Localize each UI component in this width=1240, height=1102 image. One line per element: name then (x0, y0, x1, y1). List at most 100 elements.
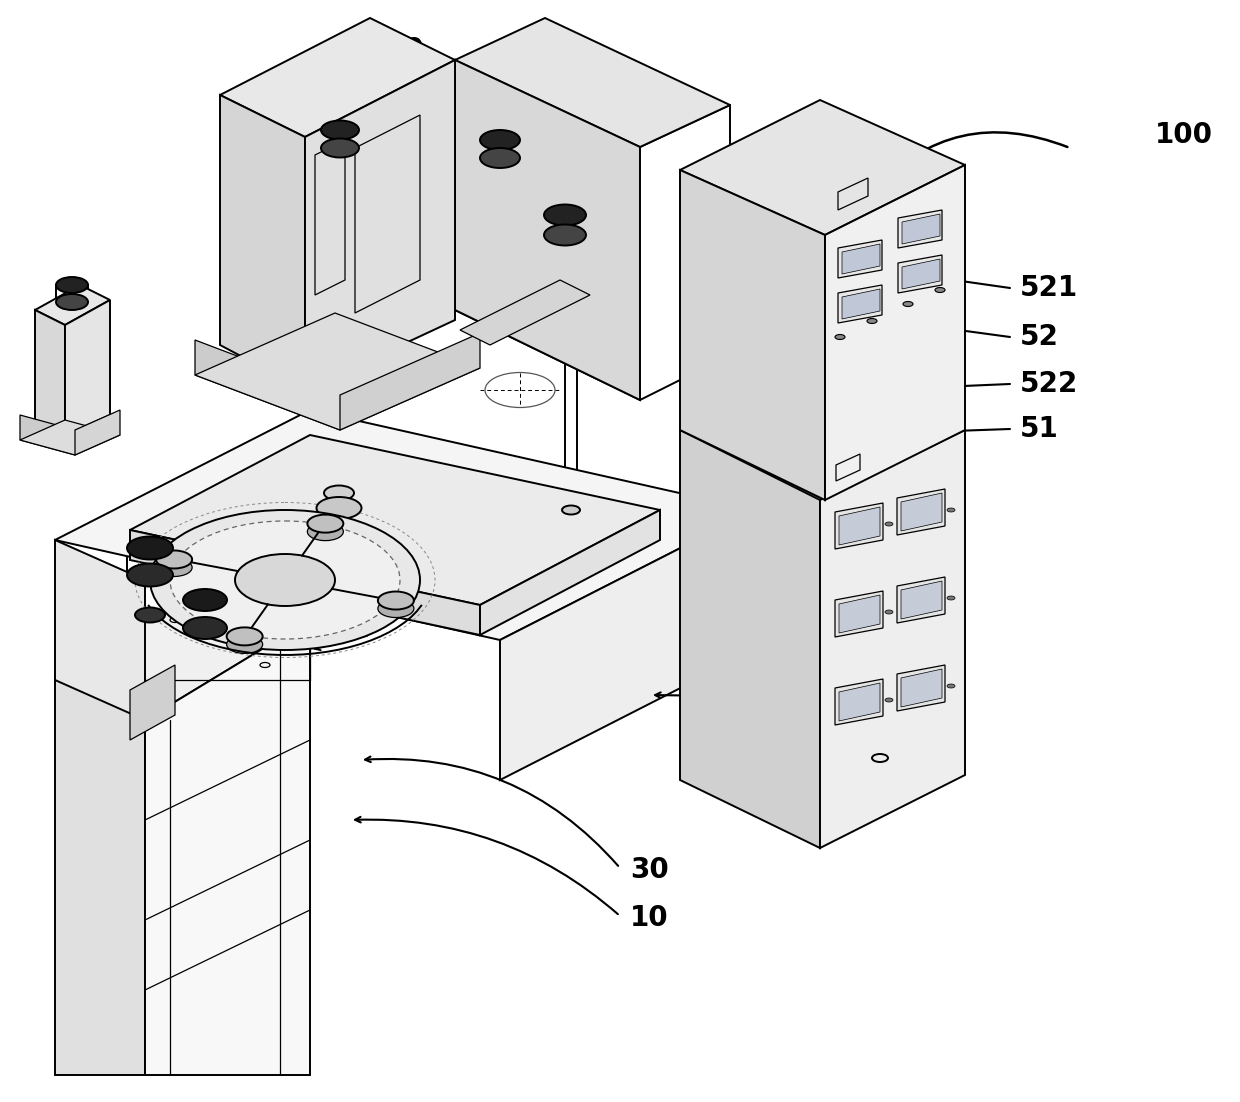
Polygon shape (897, 577, 945, 623)
Ellipse shape (236, 554, 335, 606)
Text: 100: 100 (1154, 121, 1213, 149)
Ellipse shape (387, 559, 393, 562)
Polygon shape (838, 285, 882, 323)
Polygon shape (680, 430, 820, 849)
Ellipse shape (885, 522, 893, 526)
Ellipse shape (156, 559, 192, 576)
Ellipse shape (227, 636, 263, 653)
Ellipse shape (947, 596, 955, 599)
Ellipse shape (56, 277, 88, 293)
Polygon shape (839, 507, 880, 545)
Ellipse shape (126, 563, 174, 586)
Ellipse shape (562, 506, 580, 515)
Polygon shape (55, 410, 755, 640)
Ellipse shape (126, 537, 174, 560)
Polygon shape (305, 60, 455, 390)
Polygon shape (219, 18, 455, 137)
Polygon shape (825, 165, 965, 500)
Polygon shape (838, 240, 882, 278)
Ellipse shape (867, 318, 877, 324)
Ellipse shape (480, 148, 520, 168)
Polygon shape (195, 313, 480, 430)
Ellipse shape (184, 588, 227, 611)
Ellipse shape (947, 508, 955, 512)
Polygon shape (901, 493, 942, 531)
Polygon shape (340, 333, 480, 430)
Polygon shape (130, 435, 660, 605)
Ellipse shape (544, 205, 587, 226)
Polygon shape (219, 95, 305, 390)
Ellipse shape (324, 486, 353, 500)
Ellipse shape (903, 302, 913, 306)
Polygon shape (898, 210, 942, 248)
Polygon shape (835, 679, 883, 725)
Ellipse shape (947, 684, 955, 688)
Ellipse shape (308, 522, 343, 541)
Polygon shape (500, 510, 755, 780)
Polygon shape (680, 170, 825, 500)
Text: 52: 52 (1021, 323, 1059, 352)
Polygon shape (55, 676, 145, 1074)
Ellipse shape (247, 523, 253, 527)
Ellipse shape (316, 497, 362, 519)
Polygon shape (20, 415, 74, 455)
Polygon shape (901, 669, 942, 707)
Ellipse shape (227, 627, 263, 646)
Ellipse shape (547, 533, 553, 537)
Text: 521: 521 (1021, 274, 1078, 302)
Polygon shape (460, 280, 590, 345)
Text: 51: 51 (1021, 415, 1059, 443)
Ellipse shape (835, 335, 844, 339)
Ellipse shape (135, 607, 165, 623)
Ellipse shape (544, 225, 587, 246)
Polygon shape (35, 285, 110, 325)
Ellipse shape (378, 592, 414, 609)
Ellipse shape (885, 611, 893, 614)
Ellipse shape (321, 139, 360, 158)
Polygon shape (898, 255, 942, 293)
Polygon shape (820, 430, 965, 849)
Polygon shape (680, 360, 965, 500)
Polygon shape (20, 420, 120, 455)
Polygon shape (897, 665, 945, 711)
Polygon shape (897, 489, 945, 534)
Ellipse shape (436, 539, 443, 541)
Polygon shape (480, 510, 660, 635)
Polygon shape (455, 60, 640, 400)
Polygon shape (55, 540, 145, 720)
Polygon shape (130, 665, 175, 741)
Ellipse shape (596, 514, 603, 517)
Polygon shape (455, 18, 730, 147)
Polygon shape (901, 214, 940, 244)
Text: 31: 31 (800, 684, 838, 712)
Ellipse shape (480, 130, 520, 150)
Ellipse shape (184, 617, 227, 639)
Text: 30: 30 (630, 856, 668, 884)
Text: 10: 10 (630, 904, 668, 932)
Ellipse shape (150, 510, 420, 650)
Text: 522: 522 (1021, 370, 1079, 398)
Polygon shape (842, 244, 880, 274)
Polygon shape (35, 310, 64, 435)
Polygon shape (835, 591, 883, 637)
Ellipse shape (321, 120, 360, 140)
Polygon shape (55, 575, 310, 720)
Ellipse shape (197, 549, 203, 551)
Ellipse shape (56, 294, 88, 310)
Ellipse shape (170, 521, 401, 639)
Polygon shape (64, 300, 110, 435)
Polygon shape (680, 100, 965, 235)
Polygon shape (842, 289, 880, 318)
Polygon shape (901, 259, 940, 289)
Ellipse shape (378, 599, 414, 617)
Text: 50: 50 (516, 36, 554, 64)
Ellipse shape (885, 698, 893, 702)
Polygon shape (835, 503, 883, 549)
Polygon shape (74, 410, 120, 455)
Ellipse shape (308, 515, 343, 532)
Ellipse shape (156, 551, 192, 569)
Polygon shape (839, 683, 880, 721)
Text: 40: 40 (386, 36, 424, 64)
Polygon shape (130, 530, 480, 635)
Polygon shape (839, 595, 880, 633)
